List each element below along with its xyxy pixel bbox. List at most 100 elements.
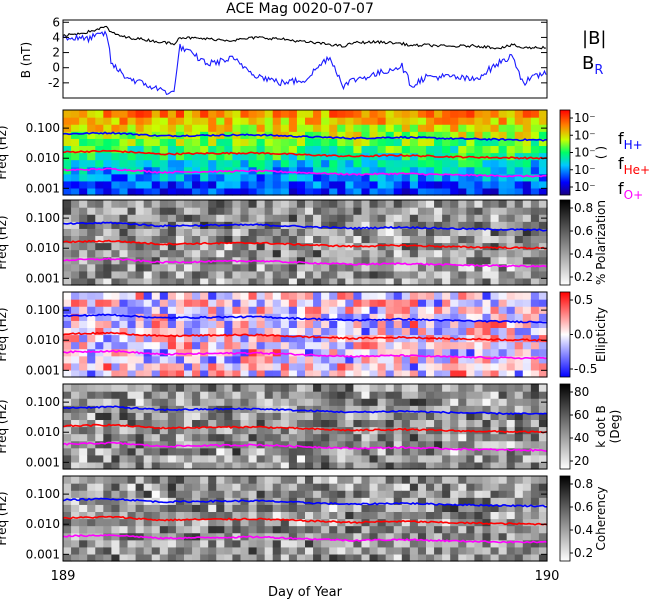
cell <box>151 166 161 175</box>
cell <box>426 180 435 189</box>
cell <box>417 461 427 470</box>
cell <box>522 355 532 364</box>
cell <box>530 419 540 428</box>
cell <box>159 306 169 314</box>
cell <box>240 518 250 527</box>
cell <box>482 483 492 491</box>
cell <box>458 553 467 562</box>
cell <box>466 306 475 314</box>
cell <box>458 292 467 300</box>
cell <box>264 476 274 484</box>
cell <box>167 242 177 251</box>
cell <box>345 419 354 428</box>
cell <box>426 384 435 392</box>
cell <box>345 145 354 154</box>
cell <box>409 525 419 534</box>
cell <box>256 180 266 189</box>
cell <box>506 461 516 470</box>
cell <box>361 546 371 555</box>
cell <box>272 341 282 350</box>
cell <box>127 398 137 406</box>
cell <box>272 546 282 555</box>
cell <box>506 180 516 189</box>
cell <box>151 490 161 498</box>
cell <box>353 553 363 562</box>
cell <box>426 369 435 378</box>
cell <box>305 546 314 555</box>
cell <box>119 461 129 470</box>
cell <box>353 454 363 463</box>
cell <box>514 124 524 132</box>
cell <box>111 334 121 343</box>
cell <box>377 483 387 491</box>
cell <box>393 440 403 449</box>
cell <box>377 207 387 215</box>
cell <box>224 299 233 307</box>
cell <box>401 355 411 364</box>
cell <box>240 419 250 428</box>
cell <box>474 348 484 357</box>
cell <box>280 504 290 513</box>
cell <box>426 159 435 168</box>
cell <box>240 355 250 364</box>
cell <box>240 525 250 534</box>
cell <box>474 391 484 399</box>
cell <box>135 511 145 520</box>
cell <box>409 173 419 182</box>
cell <box>401 405 411 413</box>
cell <box>434 131 443 139</box>
cell <box>184 256 193 265</box>
cell <box>393 384 403 392</box>
cell <box>482 405 492 413</box>
cell <box>111 299 121 307</box>
cell <box>71 412 80 421</box>
cell <box>538 180 548 189</box>
cell <box>313 187 322 196</box>
cell <box>345 511 354 520</box>
cell <box>522 173 532 182</box>
cell <box>474 187 484 196</box>
cell <box>175 159 185 168</box>
cell <box>79 447 88 456</box>
cell <box>337 235 346 244</box>
cell <box>159 327 169 336</box>
cell <box>474 152 484 161</box>
y-tick-label: 0.010 <box>26 333 60 347</box>
cell <box>337 173 346 182</box>
cell <box>329 214 338 222</box>
cell <box>264 553 274 562</box>
cell <box>224 249 233 258</box>
cell <box>272 539 282 548</box>
cell <box>87 391 96 399</box>
cell <box>296 166 306 175</box>
cell <box>151 117 161 125</box>
cell <box>466 532 475 541</box>
cell <box>313 320 322 329</box>
cell <box>385 511 395 520</box>
cell <box>369 207 379 215</box>
cell <box>442 110 451 118</box>
cell <box>167 292 177 300</box>
cell <box>127 419 137 428</box>
y-tick-label: 6 <box>52 15 60 29</box>
figure-title: ACE Mag 0020-07-07 <box>226 1 374 17</box>
cell <box>538 532 548 541</box>
cell <box>143 476 153 484</box>
cell <box>208 412 217 421</box>
cell <box>434 270 443 279</box>
cell <box>256 341 266 350</box>
cell <box>232 306 242 314</box>
cell <box>514 152 524 161</box>
cell <box>135 447 145 456</box>
cell <box>313 362 322 371</box>
cell <box>345 270 354 279</box>
cell <box>280 532 290 541</box>
cell <box>224 327 233 336</box>
cell <box>135 124 145 132</box>
cell <box>337 490 346 498</box>
cell <box>417 117 427 125</box>
cell <box>369 145 379 154</box>
cell <box>450 369 459 378</box>
cell <box>288 483 298 491</box>
cell <box>305 483 314 491</box>
